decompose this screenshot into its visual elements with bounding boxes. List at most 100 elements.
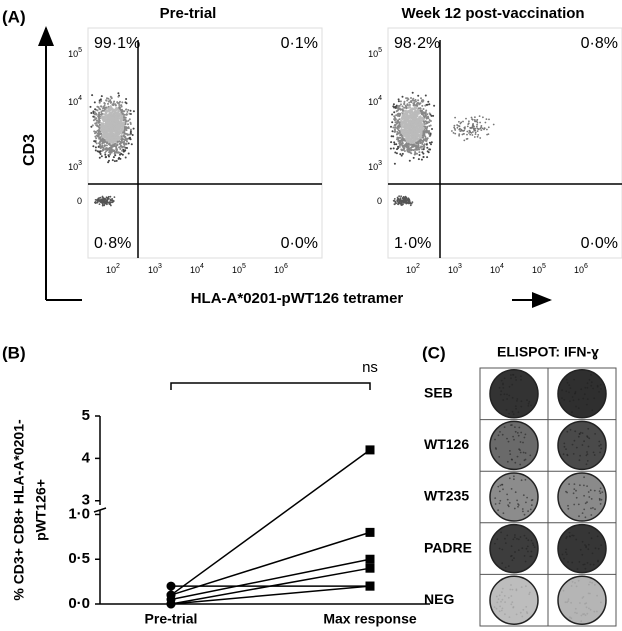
spot [578,515,580,518]
plot-frame [387,27,622,259]
spot [497,598,500,600]
spot [566,491,568,494]
event [398,195,400,198]
spot [520,405,523,408]
event [101,195,104,198]
event [415,117,418,120]
event [479,121,481,124]
event [402,149,405,152]
event [104,118,107,121]
spot [504,613,506,616]
spot [508,412,510,415]
spot [586,485,588,487]
event [395,122,398,125]
event [97,113,100,116]
event [108,126,111,129]
spot [587,548,590,551]
event [396,138,398,141]
event [104,151,107,154]
event [118,104,121,106]
event [418,122,421,125]
y-tick-label: 4 [82,449,91,466]
x-tick-label: Max response [323,611,417,627]
event [410,152,413,155]
event [109,105,112,108]
event [112,200,115,202]
event [425,109,428,112]
event [406,99,409,102]
event [392,103,395,106]
spot [569,428,572,431]
spot [571,396,574,398]
event [392,135,395,138]
spot [586,453,589,455]
spot [530,504,533,506]
event [115,111,118,114]
spot [561,389,563,392]
event [109,119,112,122]
event [94,199,97,201]
spot [588,607,590,610]
event [390,141,393,144]
spot [507,504,509,506]
spot [596,385,599,388]
event [129,113,132,115]
spot [530,404,532,407]
spot [567,561,569,563]
spot [494,447,497,449]
event [396,148,398,151]
event [113,145,116,147]
event [89,105,92,108]
event [405,132,408,135]
tick-base: 10 [148,265,158,275]
event [97,197,100,200]
tick-exponent: 3 [78,160,82,167]
event [111,121,114,124]
quadrant-value: 0·0% [581,235,618,252]
event [469,131,472,134]
spot [531,542,534,545]
spot [506,493,508,496]
spot [592,507,594,509]
spot [511,383,514,386]
event [114,137,117,140]
event [403,115,406,118]
event [390,135,393,138]
spot [509,453,512,455]
spot [527,539,530,542]
event [109,153,112,156]
event [397,98,400,101]
spot [579,602,581,604]
event [421,117,424,120]
event [422,111,425,114]
event [117,95,120,98]
tick-exponent: 2 [416,263,420,270]
event [405,130,408,133]
event [110,121,113,124]
event [397,100,400,103]
tick-label: 106 [574,263,588,276]
event [468,132,470,134]
event [454,132,457,135]
spot [599,503,602,505]
event [401,116,404,119]
spot [575,538,578,541]
y-tick-label: 3 [82,492,90,509]
annotation: ns [362,359,378,376]
event [125,132,128,135]
event [122,131,125,134]
spot [506,460,509,463]
event [413,137,416,140]
event [474,131,477,134]
event [109,140,112,143]
spot [574,611,576,614]
spot [599,383,602,386]
row-label: WT235 [424,488,469,504]
event [98,107,101,110]
quadrant-value: 0·0% [281,235,318,252]
x-axis-label: HLA-A*0201-pWT126 tetramer [191,290,404,307]
event [470,127,472,130]
spot [582,563,585,566]
spot [501,587,504,590]
spot [561,553,564,556]
